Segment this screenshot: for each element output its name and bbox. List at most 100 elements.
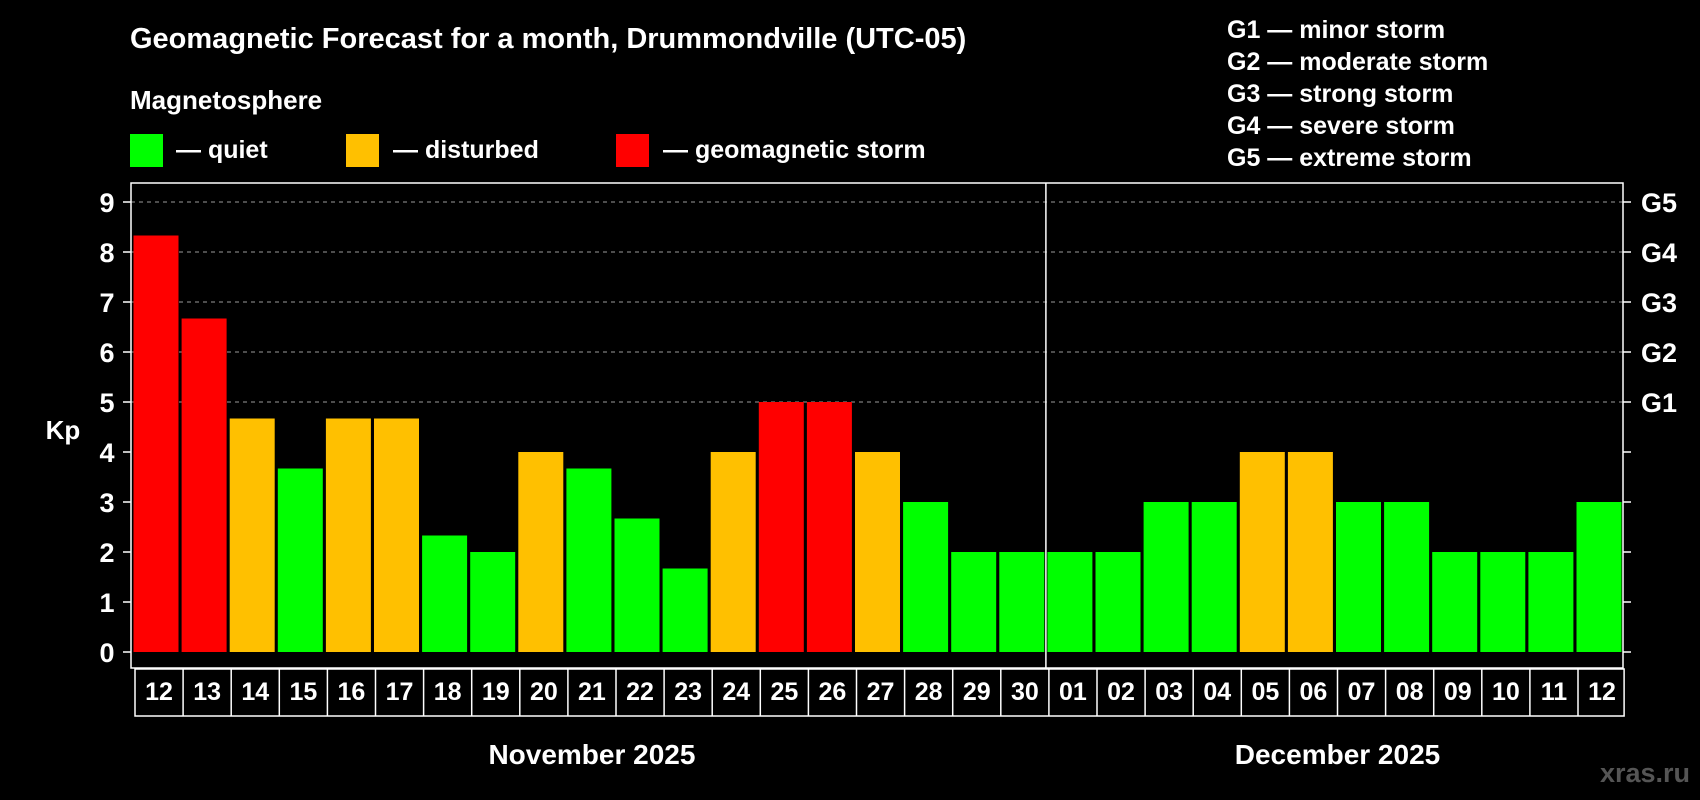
bar-1 xyxy=(181,318,227,652)
bar-25 xyxy=(1336,502,1381,652)
day-label-7: 19 xyxy=(482,678,510,706)
day-label-11: 23 xyxy=(674,678,702,706)
day-label-4: 16 xyxy=(338,678,366,706)
y-tick-label-1: 1 xyxy=(99,588,114,618)
bar-5 xyxy=(374,418,419,652)
bar-24 xyxy=(1287,452,1333,652)
day-label-22: 04 xyxy=(1203,678,1231,706)
y-tick-label-4: 4 xyxy=(99,438,114,468)
day-label-13: 25 xyxy=(770,678,798,706)
plot-frame xyxy=(130,182,1624,669)
bar-26 xyxy=(1384,502,1430,652)
bar-30 xyxy=(1576,502,1622,652)
day-label-9: 21 xyxy=(578,678,606,706)
g-axis-label-g4: G4 xyxy=(1641,238,1677,268)
bar-17 xyxy=(951,552,997,652)
g-desc-g3: G3 — strong storm xyxy=(1227,80,1453,108)
bar-21 xyxy=(1143,502,1189,652)
legend-swatch-storm xyxy=(616,134,649,167)
g-desc-g2: G2 — moderate storm xyxy=(1227,48,1488,76)
g-desc-g5: G5 — extreme storm xyxy=(1227,144,1472,172)
bar-23 xyxy=(1239,452,1285,652)
bar-2 xyxy=(229,418,275,652)
y-tick-label-3: 3 xyxy=(99,488,114,518)
bar-10 xyxy=(614,518,660,652)
day-label-19: 01 xyxy=(1059,678,1087,706)
g-axis-label-g5: G5 xyxy=(1641,188,1677,218)
bar-18 xyxy=(999,552,1045,652)
day-label-18: 30 xyxy=(1011,678,1039,706)
day-label-10: 22 xyxy=(626,678,654,706)
bar-3 xyxy=(277,468,323,652)
y-tick-label-9: 9 xyxy=(99,188,114,218)
y-tick-label-6: 6 xyxy=(99,338,114,368)
bar-22 xyxy=(1191,502,1237,652)
month-label-0: November 2025 xyxy=(488,739,695,770)
bar-19 xyxy=(1047,552,1093,652)
day-label-26: 08 xyxy=(1396,678,1424,706)
day-label-28: 10 xyxy=(1492,678,1520,706)
day-label-3: 15 xyxy=(289,678,317,706)
bar-12 xyxy=(710,452,756,652)
y-tick-label-7: 7 xyxy=(99,288,114,318)
bar-14 xyxy=(806,402,852,652)
bar-4 xyxy=(325,418,371,652)
g-desc-g1: G1 — minor storm xyxy=(1227,16,1445,44)
day-label-box xyxy=(134,668,1625,717)
g-desc-g4: G4 — severe storm xyxy=(1227,112,1455,140)
g-axis-label-g1: G1 xyxy=(1641,388,1677,418)
day-label-20: 02 xyxy=(1107,678,1135,706)
bar-16 xyxy=(903,502,949,652)
day-label-23: 05 xyxy=(1251,678,1279,706)
bar-8 xyxy=(518,452,564,652)
watermark: xras.ru xyxy=(1600,758,1690,788)
y-tick-label-5: 5 xyxy=(99,388,114,418)
g-scale-legend: G1 — minor storm G2 — moderate storm G3 … xyxy=(1227,16,1488,172)
bar-20 xyxy=(1095,552,1141,652)
y-tick-label-2: 2 xyxy=(99,538,114,568)
grid-lines xyxy=(131,201,1623,403)
day-label-21: 03 xyxy=(1155,678,1183,706)
day-label-29: 11 xyxy=(1541,678,1568,706)
bar-9 xyxy=(566,468,612,652)
g-axis-label-g2: G2 xyxy=(1641,338,1677,368)
day-label-6: 18 xyxy=(434,678,462,706)
legend-label-storm: — geomagnetic storm xyxy=(663,136,926,164)
day-labels: 12 13 14 15 16 17 18 19 20 21 22 23 24 25 26 27 28 29 30 01… xyxy=(134,668,1625,717)
day-label-1: 13 xyxy=(193,678,221,706)
day-label-14: 26 xyxy=(819,678,847,706)
y-tick-label-8: 8 xyxy=(99,238,114,268)
chart-title: Geomagnetic Forecast for a month, Drummo… xyxy=(130,23,966,55)
month-label-1: December 2025 xyxy=(1235,739,1440,770)
legend-label-quiet: — quiet xyxy=(176,136,268,164)
bar-0 xyxy=(133,235,179,652)
day-label-15: 27 xyxy=(867,678,895,706)
legend-swatch-quiet xyxy=(130,134,163,167)
legend: — quiet — disturbed — geomagnetic storm xyxy=(130,134,926,167)
bar-28 xyxy=(1480,552,1526,652)
bar-13 xyxy=(758,402,804,652)
y-axis-label: Kp xyxy=(46,415,81,445)
axes xyxy=(123,182,1631,669)
legend-swatch-disturbed xyxy=(346,134,379,167)
g-axis-labels: G1 G2 G3 G4 G5 xyxy=(1641,188,1677,418)
g-axis-label-g3: G3 xyxy=(1641,288,1677,318)
day-label-8: 20 xyxy=(530,678,558,706)
bar-27 xyxy=(1432,552,1478,652)
bar-11 xyxy=(662,568,708,652)
bar-7 xyxy=(470,552,516,652)
bar-15 xyxy=(855,452,900,652)
day-label-12: 24 xyxy=(722,678,750,706)
day-label-16: 28 xyxy=(915,678,943,706)
y-tick-labels: 0 1 2 3 4 5 6 7 8 9 xyxy=(99,188,114,668)
day-label-27: 09 xyxy=(1444,678,1472,706)
bar-29 xyxy=(1528,552,1574,652)
day-label-5: 17 xyxy=(386,678,414,706)
legend-label-disturbed: — disturbed xyxy=(393,136,539,164)
day-label-2: 14 xyxy=(241,678,269,706)
day-label-0: 12 xyxy=(145,678,173,706)
day-label-24: 06 xyxy=(1300,678,1328,706)
legend-title: Magnetosphere xyxy=(130,85,322,115)
day-label-30: 12 xyxy=(1588,678,1616,706)
